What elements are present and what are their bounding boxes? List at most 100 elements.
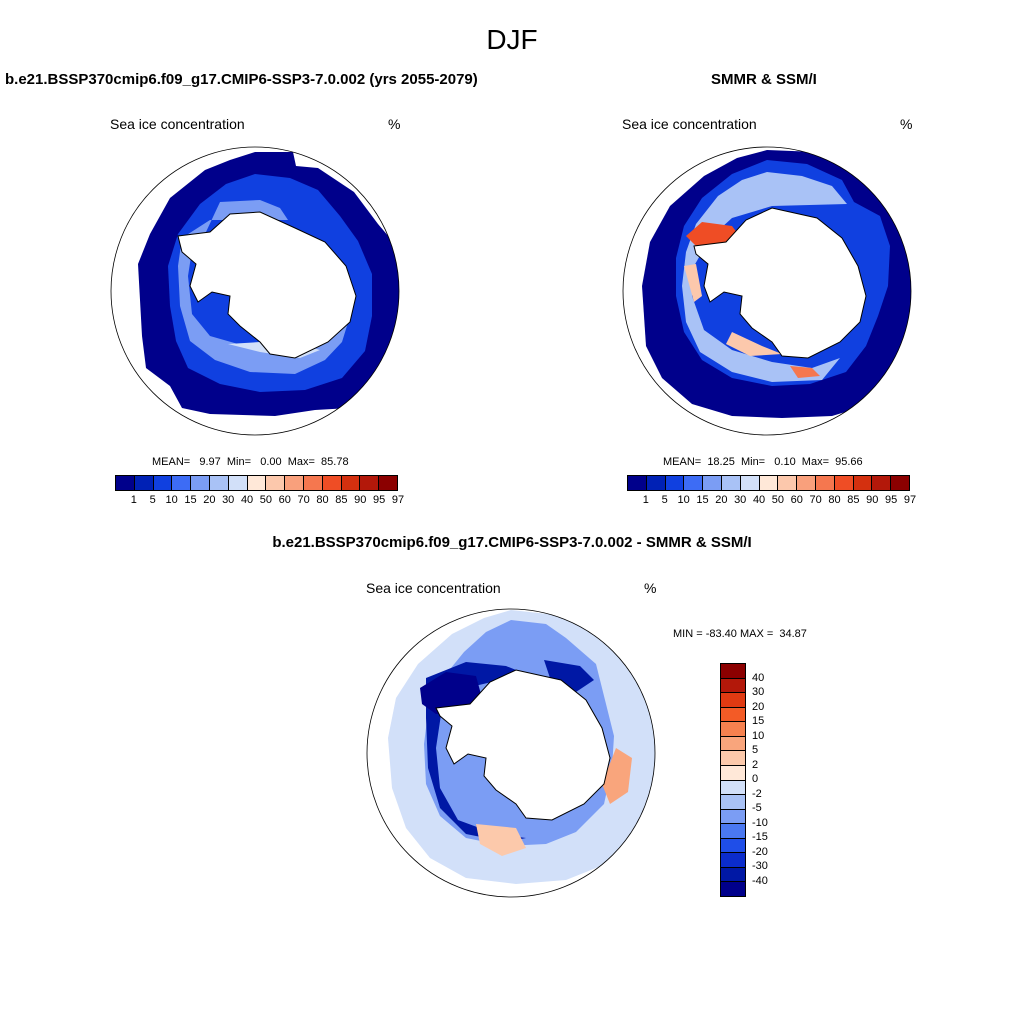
colorbar-tick-label: 10: [677, 494, 690, 506]
colorbar-tick-label: 95: [373, 494, 386, 506]
antarctica-land: [693, 207, 867, 359]
colorbar-tick-label: 20: [203, 494, 216, 506]
colorbar-swatch: [721, 736, 745, 752]
colorbar-swatch: [721, 795, 745, 810]
colorbar-swatch: [797, 476, 816, 490]
panel-3-units-label: %: [644, 580, 657, 596]
colorbar-swatch: [721, 476, 741, 490]
diff-weddell-strong: [420, 672, 482, 714]
colorbar-tick-label: 70: [809, 494, 822, 506]
colorbar-tick-label: 0: [752, 773, 759, 785]
diff-ross-positive: [476, 824, 526, 856]
colorbar-tick-label: 5: [149, 494, 156, 506]
diff-eastern-positive: [602, 748, 632, 804]
colorbar-tick-label: 95: [885, 494, 898, 506]
colorbar-swatch: [721, 678, 745, 694]
colorbar-swatch: [646, 476, 666, 490]
panel-1-stats: MEAN= 9.97 Min= 0.00 Max= 85.78: [152, 456, 349, 468]
colorbar-swatch: [778, 476, 798, 490]
colorbar-tick-label: 30: [752, 686, 765, 698]
colorbar-swatch: [721, 824, 745, 839]
panel-2-variable-label: Sea ice concentration: [622, 116, 757, 132]
colorbar-swatch: [153, 476, 173, 490]
colorbar-tick-label: 10: [165, 494, 178, 506]
colorbar-swatch: [740, 476, 760, 490]
colorbar-swatch: [303, 476, 323, 490]
colorbar-tick-label: 40: [752, 494, 766, 506]
panel-1-variable-label: Sea ice concentration: [110, 116, 245, 132]
colorbar-swatch: [891, 476, 909, 490]
colorbar-swatch: [191, 476, 210, 490]
colorbar-swatch: [834, 476, 854, 490]
colorbar-swatch: [721, 867, 745, 883]
colorbar-tick-label: 15: [752, 715, 765, 727]
panel-3-title: b.e21.BSSP370cmip6.f09_g17.CMIP6-SSP3-7.…: [272, 534, 752, 551]
colorbar-tick-label: 80: [828, 494, 841, 506]
colorbar-tick-label: 20: [752, 700, 765, 713]
colorbar-tick-label: 85: [335, 494, 348, 506]
colorbar-tick-label: 60: [790, 494, 803, 506]
colorbar-swatch: [684, 476, 704, 490]
colorbar-swatch: [721, 707, 745, 723]
panel-3-map: [366, 608, 656, 898]
colorbar-swatch: [134, 476, 154, 490]
colorbar-swatch: [360, 476, 380, 490]
colorbar-swatch: [341, 476, 361, 490]
colorbar-swatch: [322, 476, 342, 490]
colorbar-tick-label: 97: [903, 494, 917, 506]
colorbar-swatch: [703, 476, 722, 490]
panel-3-colorbar: [720, 663, 746, 897]
panel-3-variable-label: Sea ice concentration: [366, 580, 501, 596]
colorbar-tick-label: -20: [752, 845, 768, 858]
colorbar-tick-label: -2: [752, 787, 762, 800]
colorbar-swatch: [721, 693, 745, 708]
colorbar-tick-label: 5: [661, 494, 668, 506]
colorbar-tick-label: 15: [184, 494, 197, 506]
colorbar-swatch: [721, 838, 745, 854]
colorbar-tick-label: 40: [752, 671, 765, 684]
colorbar-swatch: [721, 751, 745, 766]
colorbar-tick-label: 2: [752, 758, 759, 771]
colorbar-tick-label: -10: [752, 816, 768, 829]
colorbar-tick-label: 85: [847, 494, 860, 506]
colorbar-swatch: [172, 476, 192, 490]
ice-peninsula-band: [684, 264, 702, 302]
colorbar-tick-label: -15: [752, 831, 768, 843]
colorbar-tick-label: 30: [734, 494, 747, 506]
figure-title: DJF: [486, 24, 538, 55]
panel-2-map: [622, 146, 912, 436]
colorbar-swatch: [759, 476, 779, 490]
panel-2-colorbar: [627, 475, 910, 491]
colorbar-swatch: [209, 476, 229, 490]
colorbar-swatch: [247, 476, 267, 490]
colorbar-tick-label: 40: [240, 494, 254, 506]
panel-2-title: SMMR & SSM/I: [711, 71, 817, 88]
colorbar-swatch: [285, 476, 304, 490]
colorbar-tick-label: 10: [752, 729, 765, 742]
colorbar-tick-label: 50: [771, 494, 785, 506]
colorbar-swatch: [721, 882, 745, 896]
colorbar-tick-label: 20: [715, 494, 728, 506]
colorbar-tick-label: 50: [259, 494, 273, 506]
colorbar-swatch: [721, 765, 745, 781]
colorbar-tick-label: 1: [130, 494, 137, 506]
panel-1-units-label: %: [388, 116, 401, 132]
colorbar-tick-label: 30: [222, 494, 235, 506]
colorbar-swatch: [228, 476, 248, 490]
colorbar-tick-label: 70: [297, 494, 310, 506]
colorbar-swatch: [815, 476, 835, 490]
panel-3-stats: MIN = -83.40 MAX = 34.87: [673, 628, 807, 640]
colorbar-tick-label: 60: [278, 494, 291, 506]
colorbar-swatch: [872, 476, 892, 490]
colorbar-swatch: [721, 780, 745, 796]
colorbar-swatch: [665, 476, 685, 490]
panel-3-colorbar-ticks: 40 30 20 15 10 5 2 0 -2 -5 -10 -15 -20 -30 -40: [752, 663, 782, 895]
panel-1-title: b.e21.BSSP370cmip6.f09_g17.CMIP6-SSP3-7.…: [5, 71, 478, 88]
colorbar-tick-label: 80: [316, 494, 329, 506]
colorbar-tick-label: 90: [354, 494, 367, 506]
colorbar-swatch: [721, 809, 745, 825]
colorbar-swatch: [116, 476, 135, 490]
ice-light-band: [682, 172, 847, 382]
panel-2-units-label: %: [900, 116, 913, 132]
colorbar-tick-label: -5: [752, 802, 762, 814]
